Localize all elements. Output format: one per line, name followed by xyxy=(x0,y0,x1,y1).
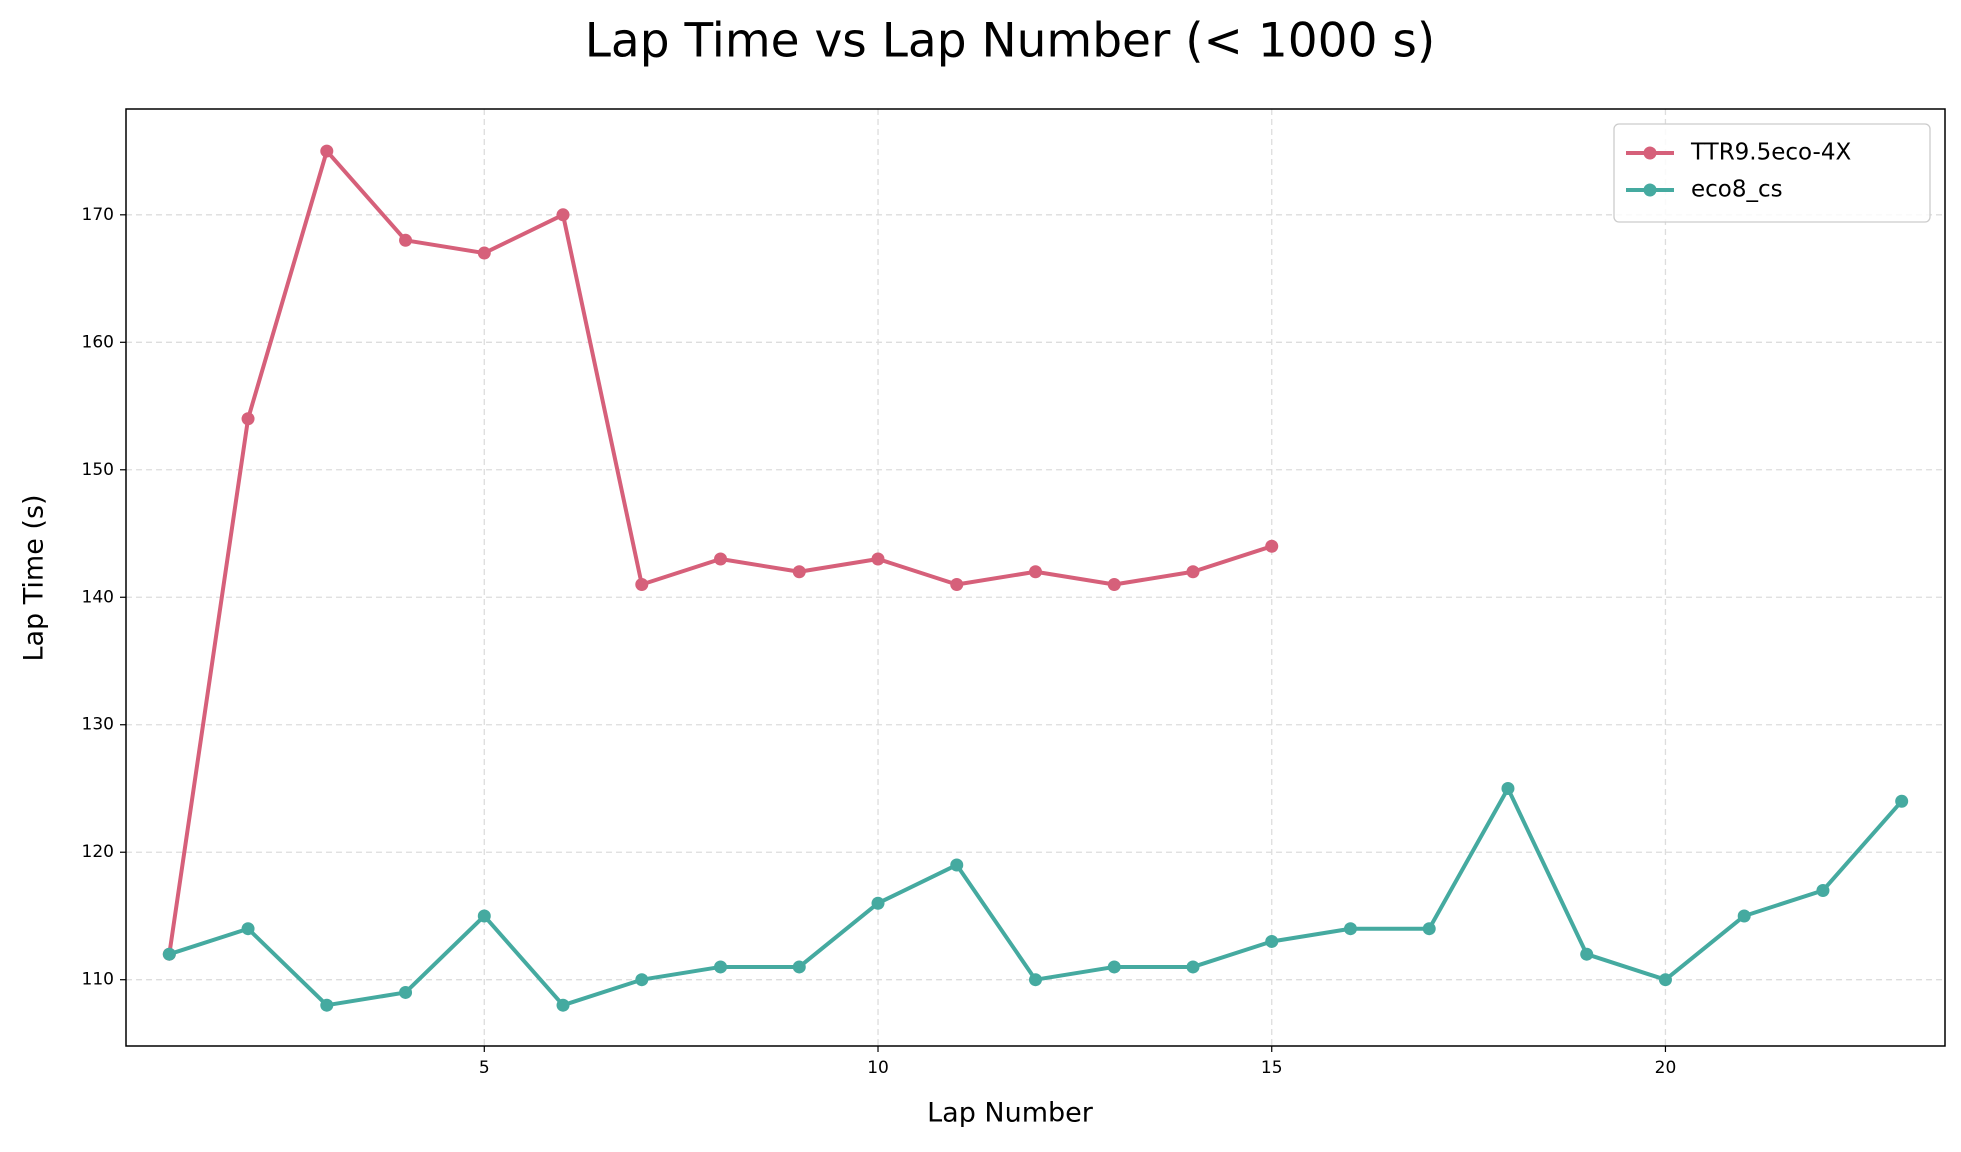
point xyxy=(477,246,491,260)
point xyxy=(162,947,176,961)
point xyxy=(1816,883,1830,897)
point xyxy=(635,578,649,592)
point xyxy=(1343,922,1357,936)
legend-marker xyxy=(1643,146,1657,160)
series-line xyxy=(168,786,1904,1008)
point xyxy=(1186,960,1200,974)
point xyxy=(1186,565,1200,579)
point xyxy=(477,909,491,923)
point xyxy=(792,565,806,579)
point xyxy=(714,552,728,566)
y-tick-label: 170 xyxy=(82,205,114,225)
point xyxy=(714,960,728,974)
point xyxy=(556,998,570,1012)
point xyxy=(1107,960,1121,974)
y-tick-label: 160 xyxy=(82,332,114,352)
legend-label: TTR9.5eco-4X xyxy=(1690,140,1851,166)
point xyxy=(1422,922,1436,936)
point xyxy=(871,896,885,910)
chart-title: Lap Time vs Lap Number (< 1000 s) xyxy=(585,14,1436,69)
legend-marker xyxy=(1643,183,1657,197)
legend-label: eco8_cs xyxy=(1691,177,1783,203)
legend-box xyxy=(1613,123,1931,223)
point xyxy=(950,858,964,872)
point xyxy=(792,960,806,974)
x-tick-label: 20 xyxy=(1655,1058,1677,1078)
y-tick-label: 150 xyxy=(82,460,114,480)
y-tick-label: 110 xyxy=(82,970,114,990)
point xyxy=(1029,565,1042,579)
point xyxy=(1107,578,1121,592)
y-tick-label: 140 xyxy=(82,587,114,607)
point xyxy=(1658,973,1672,987)
plot-frame xyxy=(125,108,1946,1047)
point xyxy=(1501,781,1515,795)
x-tick-label: 15 xyxy=(1261,1058,1283,1078)
point xyxy=(241,412,255,426)
point xyxy=(320,998,334,1012)
point xyxy=(556,208,570,222)
point xyxy=(1029,973,1042,987)
y-tick-label: 120 xyxy=(82,842,114,862)
point xyxy=(635,973,649,987)
point xyxy=(320,144,334,158)
point xyxy=(1895,794,1909,808)
point xyxy=(871,552,885,566)
point xyxy=(1580,947,1594,961)
point xyxy=(241,922,255,936)
point xyxy=(1737,909,1751,923)
point xyxy=(399,233,413,247)
y-axis-label: Lap Time (s) xyxy=(19,494,50,661)
point xyxy=(1265,539,1279,553)
x-tick-label: 10 xyxy=(867,1058,889,1078)
point xyxy=(950,578,964,592)
point xyxy=(399,985,413,999)
y-tick-label: 130 xyxy=(82,715,114,735)
x-tick-label: 5 xyxy=(479,1058,490,1078)
x-axis-label: Lap Number xyxy=(927,1098,1094,1129)
point xyxy=(1265,934,1279,948)
